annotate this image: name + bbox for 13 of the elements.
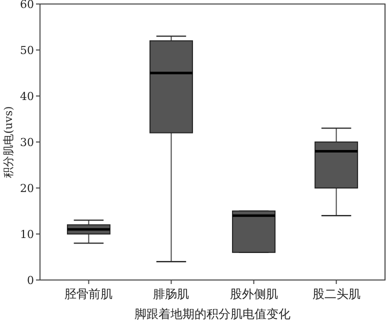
y-tick-label: 20: [20, 182, 34, 195]
y-axis-title: 积分肌电(uvs): [2, 106, 15, 178]
y-tick-label: 60: [20, 0, 34, 11]
y-tick-label: 10: [20, 228, 34, 241]
x-tick-label: 腓肠肌: [153, 287, 190, 301]
x-tick-label: 胫骨前肌: [64, 287, 113, 301]
x-axis-title: 脚跟着地期的积分肌电值变化: [134, 307, 290, 321]
y-tick-label: 50: [20, 44, 34, 57]
y-tick-label: 40: [20, 90, 34, 103]
x-tick-label: 股二头肌: [312, 287, 360, 301]
y-tick-label: 30: [20, 136, 34, 149]
x-tick-label: 股外侧肌: [230, 287, 278, 301]
y-tick-label: 0: [27, 274, 34, 287]
